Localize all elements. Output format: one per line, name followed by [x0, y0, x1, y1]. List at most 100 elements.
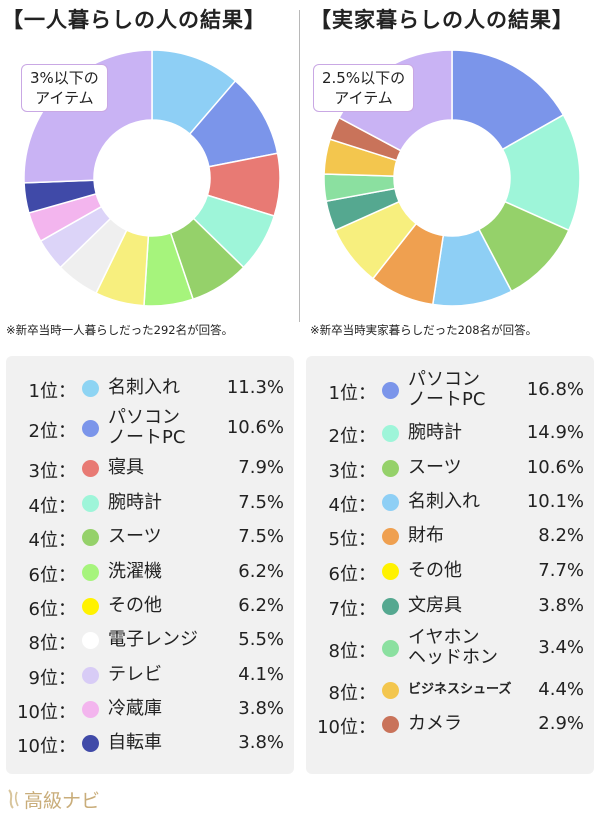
- left-legend-label: 冷蔵庫: [108, 698, 162, 719]
- left-donut-chart: [23, 49, 281, 307]
- right-legend-value: 2.9%: [538, 713, 584, 734]
- right-legend-rank: 3位：: [328, 461, 376, 482]
- right-legend-label: その他: [408, 560, 462, 581]
- right-legend-label: カメラ: [408, 713, 462, 734]
- right-legend-dot: [382, 681, 399, 699]
- right-legend-value: 4.4%: [538, 679, 584, 700]
- right-legend-rank: 7位：: [328, 599, 376, 620]
- right-ranking-card: 1位： パソコン ノートPC 16.8% 2位： 腕時計 14.9% 3位： スーツ 10.6% 4…: [306, 356, 594, 774]
- left-legend-value: 5.5%: [238, 629, 284, 650]
- right-legend-dot: [382, 527, 399, 545]
- left-callout-box: 3%以下の アイテム: [21, 64, 108, 112]
- right-legend-row: 8位： イヤホン ヘッドホン 3.4%: [306, 624, 594, 672]
- left-legend-label: スーツ: [108, 526, 162, 547]
- right-legend-value: 14.9%: [526, 422, 584, 443]
- right-legend-value: 10.1%: [526, 491, 584, 512]
- left-legend-rank: 1位：: [28, 381, 76, 402]
- right-legend-label: 財布: [408, 525, 444, 546]
- left-legend-label: 腕時計: [108, 492, 162, 513]
- left-legend-row: 3位： 寝具 7.9%: [6, 454, 294, 482]
- left-legend-dot: [82, 734, 99, 752]
- left-note: ※新卒当時一人暮らしだった292名が回答。: [6, 323, 234, 337]
- right-legend-row: 2位： 腕時計 14.9%: [306, 419, 594, 447]
- left-legend-value: 6.2%: [238, 561, 284, 582]
- left-legend-dot: [82, 379, 99, 397]
- left-legend-value: 10.6%: [226, 417, 284, 438]
- left-legend-row: 10位： 自転車 3.8%: [6, 729, 294, 757]
- right-legend-dot: [382, 493, 399, 511]
- right-callout-line-1: 2.5%以下の: [322, 69, 406, 87]
- left-legend-rank: 6位：: [28, 599, 76, 620]
- left-legend-value: 11.3%: [226, 377, 284, 398]
- left-legend-value: 3.8%: [238, 732, 284, 753]
- left-legend-dot: [82, 419, 99, 437]
- right-legend-label: パソコン ノートPC: [408, 369, 486, 410]
- left-legend-dot: [82, 494, 99, 512]
- right-legend-row: 5位： 財布 8.2%: [306, 522, 594, 550]
- left-legend-dot: [82, 700, 99, 718]
- right-legend-rank: 6位：: [328, 564, 376, 585]
- left-legend-dot: [82, 631, 99, 649]
- left-legend-row: 4位： 腕時計 7.5%: [6, 489, 294, 517]
- right-chart-title: 【実家暮らしの人の結果】: [310, 8, 574, 32]
- left-legend-rank: 9位：: [28, 668, 76, 689]
- brush-stroke-icon: [8, 789, 19, 809]
- right-note: ※新卒当時実家暮らしだった208名が回答。: [310, 323, 538, 337]
- right-legend-label: 腕時計: [408, 422, 462, 443]
- left-legend-value: 6.2%: [238, 595, 284, 616]
- brand-logo-text: 高級ナビ: [24, 789, 101, 812]
- right-callout-box: 2.5%以下の アイテム: [313, 64, 415, 112]
- right-legend-rank: 8位：: [328, 641, 376, 662]
- left-legend-rank: 3位：: [28, 461, 76, 482]
- left-legend-rank: 10位：: [17, 702, 76, 723]
- left-callout-line-2: アイテム: [35, 89, 94, 107]
- left-legend-rank: 10位：: [17, 736, 76, 757]
- right-callout-line-2: アイテム: [334, 89, 393, 107]
- right-legend-dot: [382, 639, 399, 657]
- left-legend-row: 6位： 洗濯機 6.2%: [6, 558, 294, 586]
- right-legend-rank: 1位：: [328, 383, 376, 404]
- right-legend-value: 8.2%: [538, 525, 584, 546]
- left-legend-label: 自転車: [108, 732, 162, 753]
- left-legend-label: 寝具: [108, 457, 144, 478]
- right-legend-label: イヤホン ヘッドホン: [408, 627, 498, 668]
- left-legend-rank: 6位：: [28, 565, 76, 586]
- right-legend-value: 3.8%: [538, 595, 584, 616]
- brand-logo: 高級ナビ: [6, 786, 100, 812]
- left-chart-title: 【一人暮らしの人の結果】: [2, 8, 266, 32]
- left-slice-other: [23, 49, 153, 184]
- right-legend-label: スーツ: [408, 457, 462, 478]
- right-legend-dot: [382, 381, 399, 399]
- right-slice-1: [451, 49, 565, 151]
- left-legend-row: 9位： テレビ 4.1%: [6, 661, 294, 689]
- right-legend-row: 8位： ビジネスシューズ 4.4%: [306, 676, 594, 704]
- left-legend-label: 電子レンジ: [108, 629, 198, 650]
- right-legend-label: 文房具: [408, 595, 462, 616]
- left-legend-row: 2位： パソコン ノートPC 10.6%: [6, 404, 294, 452]
- left-ranking-card: 1位： 名刺入れ 11.3% 2位： パソコン ノートPC 10.6% 3位： 寝具 7.9% 4位…: [6, 356, 294, 774]
- left-legend-label: その他: [108, 595, 162, 616]
- right-legend-dot: [382, 459, 399, 477]
- right-legend-rank: 8位：: [328, 683, 376, 704]
- left-legend-dot: [82, 459, 99, 477]
- right-legend-value: 16.8%: [526, 379, 584, 400]
- right-legend-rank: 2位：: [328, 426, 376, 447]
- right-legend-row: 7位： 文房具 3.8%: [306, 592, 594, 620]
- left-callout-line-1: 3%以下の: [30, 69, 99, 87]
- right-legend-rank: 4位：: [328, 495, 376, 516]
- left-legend-dot: [82, 528, 99, 546]
- left-legend-row: 10位： 冷蔵庫 3.8%: [6, 695, 294, 723]
- left-legend-value: 7.5%: [238, 526, 284, 547]
- left-legend-rank: 8位：: [28, 633, 76, 654]
- left-legend-label: テレビ: [108, 664, 162, 685]
- left-legend-dot: [82, 597, 99, 615]
- right-legend-value: 7.7%: [538, 560, 584, 581]
- right-legend-rank: 5位：: [328, 529, 376, 550]
- left-legend-value: 3.8%: [238, 698, 284, 719]
- right-legend-label: 名刺入れ: [408, 491, 480, 512]
- right-legend-value: 3.4%: [538, 637, 584, 658]
- right-legend-value: 10.6%: [526, 457, 584, 478]
- left-legend-row: 8位： 電子レンジ 5.5%: [6, 626, 294, 654]
- right-legend-row: 4位： 名刺入れ 10.1%: [306, 488, 594, 516]
- left-legend-rank: 4位：: [28, 530, 76, 551]
